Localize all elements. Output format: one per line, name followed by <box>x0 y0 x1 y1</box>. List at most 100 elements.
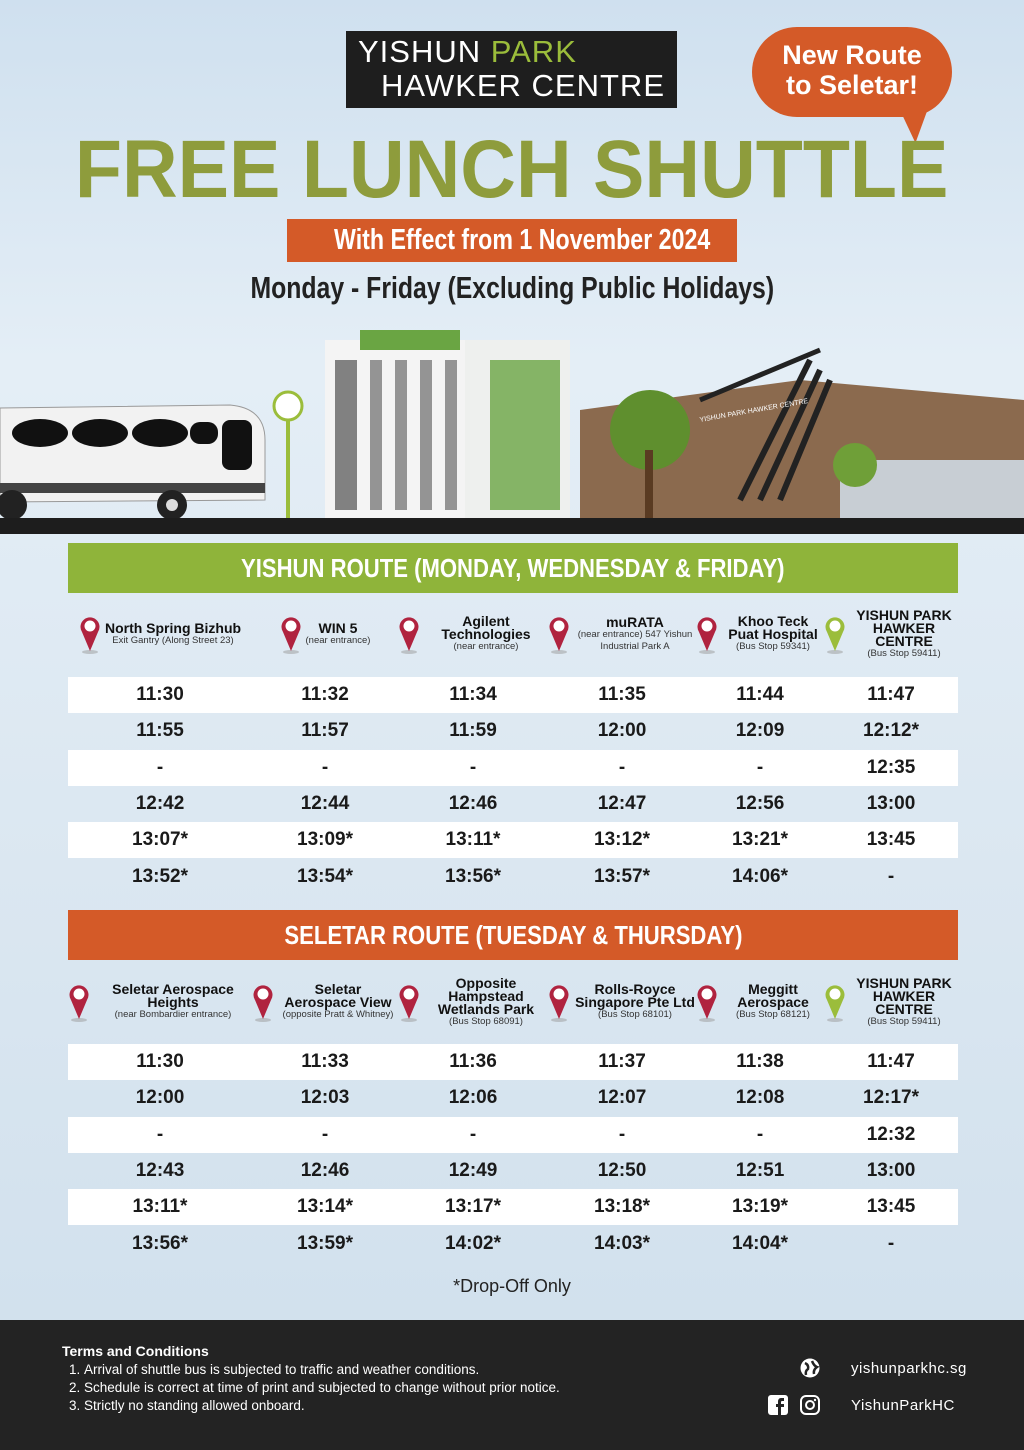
time-cell: 12:46 <box>448 793 498 815</box>
time-cell: 12:32 <box>866 1123 916 1145</box>
new-route-badge: New Route to Seletar! <box>752 27 952 117</box>
yishun-route-title: YISHUN ROUTE (MONDAY, WEDNESDAY & FRIDAY… <box>241 553 785 583</box>
stop-name: muRATA <box>606 613 664 630</box>
stop-name: Rolls-Royce Singapore Pte Ltd <box>575 981 695 1010</box>
stop-detail: (Bus Stop 59411) <box>867 647 941 659</box>
location-pin-icon <box>69 985 89 1022</box>
stop-name: North Spring Bizhub <box>104 619 242 636</box>
bus-stop-sign <box>272 390 304 520</box>
location-pin-icon <box>549 617 569 654</box>
time-cell: - <box>321 1123 329 1145</box>
time-cell: 13:00 <box>866 793 916 815</box>
seletar-stops: Seletar Aerospace Heights (near Bombardie… <box>68 963 958 1041</box>
stop-name: Meggitt Aerospace <box>737 981 809 1010</box>
location-pin-icon <box>825 985 845 1022</box>
time-cell: 13:54* <box>297 865 353 887</box>
stop-detail: (Bus Stop 68101) <box>598 1009 672 1020</box>
time-cell: 13:12* <box>594 829 650 851</box>
time-cell: 12:07 <box>597 1087 647 1109</box>
yishun-stops: North Spring Bizhub Exit Gantry (Along St… <box>68 596 958 672</box>
time-cell: 12:44 <box>300 793 350 815</box>
table-row: 12:00 12:03 12:06 12:07 12:08 12:17* <box>68 1080 958 1116</box>
operating-days-wrap: Monday - Friday (Excluding Public Holida… <box>0 268 1024 308</box>
time-cell: 11:38 <box>736 1051 784 1073</box>
time-cell: 11:59 <box>449 720 497 742</box>
time-cell: 13:11* <box>132 1196 188 1218</box>
time-cell: - <box>469 1123 477 1145</box>
time-cell: 12:47 <box>597 793 647 815</box>
location-pin-icon <box>399 985 419 1022</box>
time-cell: 12:50 <box>597 1160 647 1182</box>
table-row: - - - - - 12:35 <box>68 749 958 786</box>
time-cell: 12:46 <box>300 1160 350 1182</box>
location-pin-icon <box>80 617 100 654</box>
stop: Meggitt Aerospace (Bus Stop 68121) <box>696 963 824 1041</box>
term-item: Strictly no standing allowed onboard. <box>84 1397 742 1415</box>
website-link[interactable]: yishunparkhc.sg <box>851 1360 967 1377</box>
social-handle[interactable]: YishunParkHC <box>851 1397 955 1414</box>
time-cell: 13:57* <box>594 865 650 887</box>
time-cell: 14:04* <box>732 1232 788 1254</box>
time-cell: 13:14* <box>297 1196 353 1218</box>
time-cell: - <box>469 756 477 778</box>
stop: YISHUN PARK HAWKER CENTRE (Bus Stop 59411… <box>824 596 958 672</box>
seletar-route-title: SELETAR ROUTE (TUESDAY & THURSDAY) <box>283 920 743 950</box>
time-cell: 13:19* <box>732 1196 788 1218</box>
time-cell: - <box>156 756 164 778</box>
time-cell: 11:34 <box>449 684 497 706</box>
logo-text: YISHUN <box>358 34 491 69</box>
footer: Terms and Conditions Arrival of shuttle … <box>0 1320 1024 1450</box>
operating-days: Monday - Friday (Excluding Public Holida… <box>250 270 774 305</box>
time-cell: 13:56* <box>132 1232 188 1254</box>
location-pin-icon <box>697 617 717 654</box>
time-cell: - <box>756 756 764 778</box>
hawker-centre-illustration: YISHUN PARK HAWKER CENTRE <box>580 347 1024 520</box>
time-cell: 12:42 <box>135 793 185 815</box>
time-cell: 12:17* <box>863 1087 919 1109</box>
stop: Seletar Aerospace View (opposite Pratt & … <box>252 963 398 1041</box>
terms-title: Terms and Conditions <box>62 1343 209 1359</box>
time-cell: - <box>887 865 895 887</box>
time-cell: 11:44 <box>736 684 784 706</box>
illustration: YISHUN PARK HAWKER CENTRE <box>0 330 1024 520</box>
time-cell: 13:18* <box>594 1196 650 1218</box>
drop-off-note: *Drop-Off Only <box>453 1276 571 1296</box>
page-title-wrap: FREE LUNCH SHUTTLE <box>0 122 1024 218</box>
stop-name: YISHUN PARK HAWKER CENTRE <box>856 974 952 1017</box>
time-cell: 12:51 <box>735 1160 785 1182</box>
time-cell: 12:12* <box>863 720 919 742</box>
time-cell: 13:09* <box>297 829 353 851</box>
facebook-icon[interactable] <box>768 1395 788 1415</box>
stop-detail: (Bus Stop 68121) <box>736 1009 810 1020</box>
time-cell: 11:55 <box>136 720 184 742</box>
badge-line2: to Seletar! <box>785 70 919 100</box>
location-pin-icon <box>253 985 273 1022</box>
time-cell: 11:47 <box>867 1051 915 1073</box>
effective-date: With Effect from 1 November 2024 <box>334 224 711 256</box>
terms-and-conditions: Terms and Conditions Arrival of shuttle … <box>62 1342 742 1415</box>
time-cell: 11:37 <box>598 1051 646 1073</box>
term-item: Schedule is correct at time of print and… <box>84 1379 742 1397</box>
time-cell: 13:21* <box>732 829 788 851</box>
time-cell: 14:02* <box>445 1232 501 1254</box>
time-cell: 12:09 <box>735 720 785 742</box>
stop-name: WIN 5 <box>318 619 358 636</box>
stop-detail: (opposite Pratt & Whitney) <box>282 1009 394 1020</box>
table-row: 11:55 11:57 11:59 12:00 12:09 12:12* <box>68 713 958 749</box>
stop-detail: (near entrance) 547 Yishun Industrial Pa… <box>577 628 693 652</box>
time-cell: - <box>618 756 626 778</box>
time-cell: - <box>618 1123 626 1145</box>
instagram-icon[interactable] <box>800 1395 820 1415</box>
time-cell: 11:30 <box>136 684 184 706</box>
stop-name: Seletar Aerospace Heights <box>112 981 234 1010</box>
ground-strip <box>0 518 1024 534</box>
stop-name: YISHUN PARK HAWKER CENTRE <box>856 606 952 649</box>
time-cell: - <box>156 1123 164 1145</box>
location-pin-icon <box>825 617 845 654</box>
stop: Khoo Teck Puat Hospital (Bus Stop 59341) <box>696 596 824 672</box>
time-cell: 13:52* <box>132 865 188 887</box>
stop-detail: (near Bombardier entrance) <box>114 1009 232 1020</box>
location-pin-icon <box>549 985 569 1022</box>
building-illustration <box>325 330 570 520</box>
stop-detail: (near entrance) <box>453 641 519 652</box>
